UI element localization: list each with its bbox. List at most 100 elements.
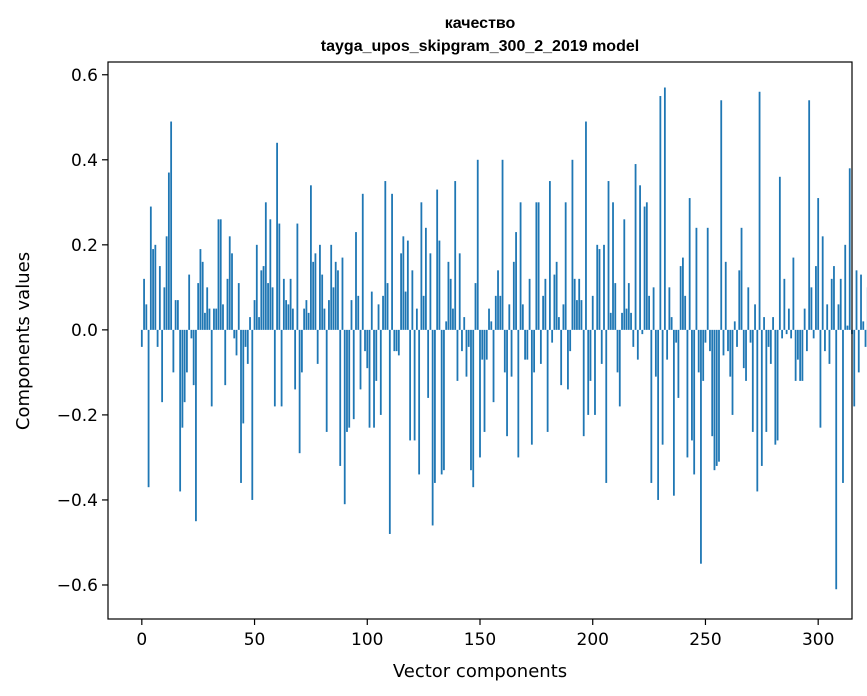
bar (542, 295, 545, 330)
bar (711, 329, 714, 437)
bar (682, 257, 684, 330)
bar (158, 266, 161, 330)
x-tick-label: 200 (577, 630, 609, 650)
bar (314, 253, 317, 330)
bar (616, 329, 619, 373)
bar (700, 329, 702, 564)
bar (684, 295, 687, 330)
bar (747, 287, 750, 330)
bar (587, 329, 590, 415)
bar (307, 312, 310, 330)
bar (278, 223, 281, 330)
bar (751, 329, 754, 432)
bar (321, 274, 324, 330)
bar (729, 329, 732, 377)
y-tick-label: −0.6 (57, 576, 98, 596)
bar (413, 329, 416, 441)
bar (625, 308, 628, 330)
bar (860, 274, 862, 330)
bar (255, 244, 258, 330)
bar (494, 295, 497, 330)
bar (260, 270, 263, 330)
bar (165, 236, 168, 330)
bar (215, 308, 218, 330)
bar (567, 329, 569, 390)
bar (174, 300, 177, 330)
bar (648, 295, 650, 330)
bar (846, 325, 849, 330)
bar (670, 317, 673, 330)
bar (262, 266, 265, 330)
bar (395, 329, 398, 352)
bar (769, 329, 772, 364)
bar (578, 278, 581, 330)
bar (461, 329, 463, 352)
bar (722, 329, 725, 356)
y-tick-label: 0.2 (71, 236, 98, 256)
bar (598, 249, 601, 330)
bar (618, 329, 621, 407)
bar (300, 329, 303, 373)
bar (677, 329, 680, 398)
bar (824, 329, 826, 352)
bar (434, 329, 436, 483)
bar (427, 329, 430, 398)
bar (287, 304, 290, 330)
bar (589, 329, 592, 381)
bar (790, 329, 793, 339)
bar (244, 329, 247, 347)
bar (289, 278, 292, 330)
bar (643, 206, 646, 330)
bar (792, 257, 795, 330)
bar (364, 329, 366, 352)
bar (161, 329, 164, 403)
bar (415, 308, 418, 330)
bar (282, 278, 285, 330)
bar (422, 295, 425, 330)
bar (512, 261, 515, 330)
bar (346, 329, 348, 432)
bar (612, 202, 614, 330)
bar (537, 202, 540, 330)
bar (539, 329, 542, 364)
bar (837, 304, 840, 330)
bar (603, 244, 605, 330)
bar (558, 317, 560, 330)
bar (668, 287, 671, 330)
bar (337, 270, 339, 330)
bar (411, 270, 414, 330)
bar (330, 244, 333, 330)
bar (280, 329, 283, 407)
y-tick-label: 0.6 (71, 66, 98, 86)
bar (375, 329, 378, 381)
bar (303, 308, 306, 330)
bar (835, 329, 838, 590)
bar (733, 321, 736, 330)
bar (591, 295, 594, 330)
y-axis-ticks: −0.6 −0.4 −0.2 0.0 0.2 0.4 0.6 (57, 66, 108, 596)
bar (154, 244, 157, 330)
bar (571, 159, 574, 330)
bar (253, 300, 256, 330)
bar (652, 287, 655, 330)
bar (695, 227, 698, 330)
bar (406, 240, 409, 330)
bar (186, 329, 188, 373)
bar (325, 329, 328, 432)
bar (706, 227, 709, 330)
bar (235, 329, 238, 356)
bar (176, 300, 179, 330)
bar (183, 329, 186, 403)
bar (806, 329, 808, 352)
bar (449, 278, 452, 330)
bar (379, 329, 382, 415)
bar (384, 181, 387, 330)
bar (853, 329, 856, 407)
y-tick-label: 0.0 (71, 321, 98, 341)
bar (231, 253, 233, 330)
bar (632, 329, 635, 347)
bar (828, 329, 831, 364)
bar (580, 300, 583, 330)
bar (438, 240, 441, 330)
bar (222, 304, 224, 330)
